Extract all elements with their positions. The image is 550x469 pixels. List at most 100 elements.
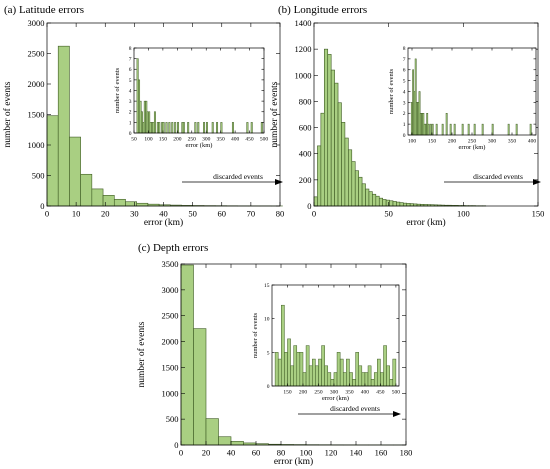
histogram-bar (91, 188, 104, 207)
x-tick-label: 0 (312, 209, 316, 219)
histogram-bar (250, 122, 253, 134)
histogram-bar (324, 365, 329, 387)
histogram-bar (205, 418, 219, 446)
histogram-bar (389, 200, 394, 207)
x-tick-label: 100 (300, 448, 313, 458)
x-tick-label: 350 (345, 390, 354, 396)
histogram-bar (46, 115, 59, 207)
histogram-bar (290, 365, 294, 387)
histogram-bar (427, 123, 430, 136)
histogram-bar (507, 123, 510, 136)
histogram-bar (299, 352, 304, 387)
panel-title: (b) Longitude errors (278, 4, 367, 16)
y-tick-label: 2 (403, 111, 406, 117)
x-tick-label: 150 (428, 139, 437, 145)
chart-lat-inset: 50 100 150 200 250 300 350 400 450 500 0 1 2 3 4 5 6 7 8 er… (114, 46, 268, 149)
x-tick-label: 100 (144, 137, 153, 143)
x-tick-label: 200 (299, 390, 308, 396)
x-tick-label: 150 (532, 209, 545, 219)
histogram-bar (317, 145, 322, 207)
x-tick-label: 450 (376, 390, 385, 396)
x-tick-label: 350 (508, 139, 517, 145)
histogram-bar (218, 436, 232, 446)
histogram-bar (341, 122, 346, 207)
chart-lon-inset: 100 150 200 250 300 350 400 0 1 2 3 4 5 6 7 8 error (km)… (388, 46, 536, 151)
x-tick-label: 150 (159, 137, 168, 143)
histogram-bar (373, 372, 378, 387)
histogram-bar (193, 328, 207, 446)
y-tick-label: 1400 (295, 18, 312, 28)
x-axis-label: error (km) (406, 217, 445, 228)
y-tick-label: 2500 (162, 311, 179, 321)
histogram-bar (113, 198, 126, 207)
x-tick-label: 350 (217, 137, 226, 143)
histogram-bar (320, 112, 325, 207)
histogram-bar (231, 122, 234, 134)
plot-area (134, 48, 264, 133)
histogram-bar (435, 123, 438, 136)
histogram-bar (287, 338, 291, 387)
x-tick-label: 30 (130, 209, 139, 219)
x-axis-label: error (km) (459, 144, 486, 151)
histogram-bar (365, 188, 370, 207)
histogram-bar (529, 123, 532, 136)
histogram-bar (260, 122, 263, 134)
y-tick-label: 500 (166, 414, 179, 424)
axes-frame (271, 284, 400, 387)
x-axis-label: error (km) (274, 456, 313, 467)
x-tick-label: 500 (260, 137, 269, 143)
histogram-bar (355, 352, 359, 387)
histogram-bar (165, 122, 168, 134)
histogram-bar (368, 191, 373, 207)
histogram-bar (69, 136, 81, 207)
histogram-bar (364, 372, 369, 387)
histogram-bar (370, 379, 375, 387)
x-tick-label: 100 (457, 209, 470, 219)
y-tick-label: 800 (299, 96, 312, 106)
histogram-bar (182, 122, 185, 134)
histogram-bar (399, 202, 404, 207)
x-tick-label: 50 (384, 209, 393, 219)
y-axis-label: number of events (114, 67, 121, 113)
histogram-bar (342, 372, 347, 387)
histogram-bar (171, 122, 174, 134)
y-axis-label: number of events (252, 312, 259, 358)
histogram-bar (327, 54, 332, 207)
y-tick-label: 4 (403, 89, 406, 95)
y-tick-label: 7 (403, 57, 406, 63)
histogram-bar (386, 365, 390, 387)
histogram-bar (125, 201, 137, 207)
y-tick-label: 3500 (162, 259, 179, 269)
x-tick-label: 80 (277, 448, 286, 458)
y-tick-label: 0 (40, 201, 44, 211)
histogram-bar (344, 137, 349, 207)
y-tick-label: 6 (129, 67, 132, 73)
histogram-bar (358, 176, 363, 207)
x-tick-label: 300 (202, 137, 211, 143)
x-tick-label: 120 (325, 448, 338, 458)
histogram-bar (354, 170, 359, 207)
axes-frame (313, 22, 539, 207)
histogram-bar (352, 379, 356, 387)
y-tick-label: 1500 (162, 362, 179, 372)
histogram-bar (515, 123, 518, 136)
x-tick-label: 60 (218, 209, 227, 219)
histogram-bar (334, 82, 339, 207)
histogram-bar (330, 69, 335, 207)
x-tick-label: 250 (188, 137, 197, 143)
histogram-bar (230, 441, 244, 446)
histogram-bar (467, 123, 470, 136)
x-tick-label: 200 (173, 137, 182, 143)
y-tick-label: 4 (129, 88, 132, 94)
x-tick-label: 0 (45, 209, 49, 219)
y-tick-label: 0 (174, 440, 178, 450)
histogram-bar (375, 195, 380, 207)
x-tick-label: 300 (488, 139, 497, 145)
x-tick-label: 50 (188, 209, 197, 219)
y-tick-label: 1000 (28, 140, 45, 150)
histogram-bar (293, 345, 298, 387)
histogram-bar (406, 203, 411, 207)
y-tick-label: 3 (129, 99, 132, 105)
histogram-bar (449, 123, 452, 136)
histogram-bar (174, 122, 177, 134)
